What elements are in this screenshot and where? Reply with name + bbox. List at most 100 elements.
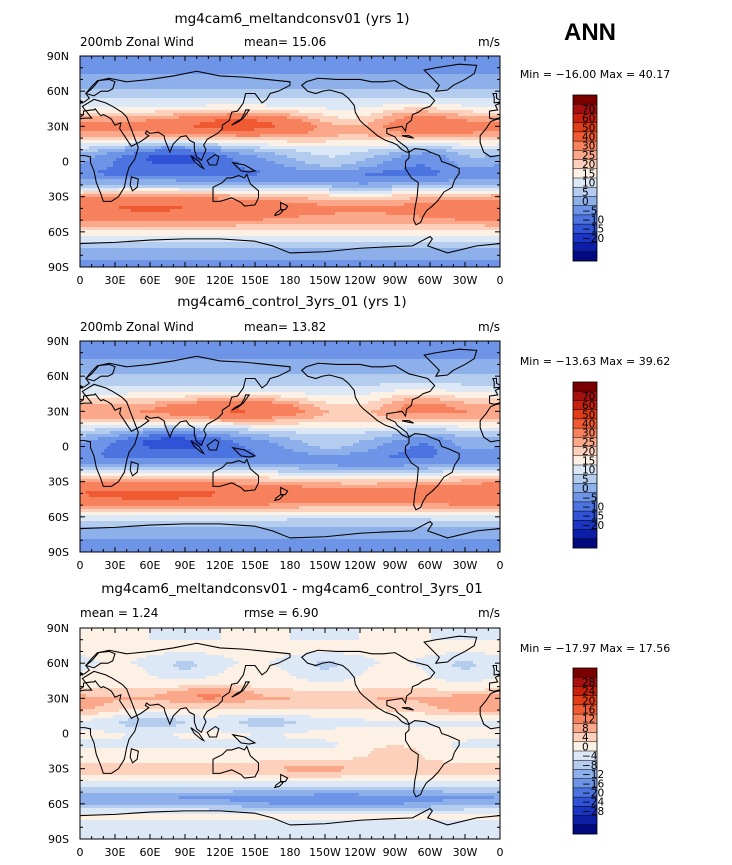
field-cell — [176, 92, 180, 96]
field-cell — [284, 104, 288, 108]
field-cell — [482, 140, 486, 144]
field-cell — [329, 65, 333, 69]
field-cell — [245, 62, 249, 66]
field-cell — [488, 119, 492, 123]
field-cell — [173, 161, 177, 165]
field-cell — [407, 131, 411, 135]
field-cell — [158, 77, 162, 81]
field-cell — [128, 113, 132, 117]
field-cell — [419, 62, 423, 66]
field-cell — [419, 143, 423, 147]
field-cell — [326, 80, 330, 84]
field-cell — [269, 110, 273, 114]
field-cell — [440, 62, 444, 66]
field-cell — [119, 86, 123, 90]
field-cell — [83, 155, 87, 159]
field-cell — [164, 89, 168, 93]
field-cell — [353, 137, 357, 141]
field-cell — [473, 143, 477, 147]
field-cell — [119, 134, 123, 138]
field-cell — [464, 122, 468, 126]
panel-3-units: m/s — [478, 606, 500, 620]
field-cell — [284, 71, 288, 75]
field-cell — [413, 140, 417, 144]
field-cell — [380, 89, 384, 93]
field-cell — [89, 56, 93, 60]
field-cell — [377, 104, 381, 108]
field-cell — [140, 155, 144, 159]
field-cell — [308, 110, 312, 114]
field-cell — [491, 113, 495, 117]
field-cell — [191, 86, 195, 90]
field-cell — [497, 149, 500, 153]
field-cell — [416, 83, 420, 87]
field-cell — [143, 59, 147, 63]
field-cell — [374, 62, 378, 66]
field-cell — [293, 149, 297, 153]
field-cell — [419, 68, 423, 72]
field-cell — [209, 101, 213, 105]
field-cell — [224, 71, 228, 75]
field-cell — [176, 86, 180, 90]
field-cell — [491, 158, 495, 162]
field-cell — [200, 128, 204, 132]
field-cell — [365, 128, 369, 132]
field-cell — [434, 92, 438, 96]
field-cell — [386, 83, 390, 87]
field-cell — [443, 155, 447, 159]
field-cell — [212, 155, 216, 159]
field-cell — [473, 107, 477, 111]
field-cell — [434, 137, 438, 141]
field-cell — [248, 68, 252, 72]
field-cell — [128, 98, 132, 102]
field-cell — [473, 83, 477, 87]
field-cell — [335, 158, 339, 162]
field-cell — [128, 137, 132, 141]
field-cell — [227, 65, 231, 69]
field-cell — [359, 116, 363, 120]
field-cell — [374, 107, 378, 111]
field-cell — [239, 110, 243, 114]
field-cell — [302, 110, 306, 114]
field-cell — [155, 155, 159, 159]
field-cell — [359, 95, 363, 99]
field-cell — [137, 119, 141, 123]
field-cell — [392, 149, 396, 153]
field-cell — [197, 74, 201, 78]
field-cell — [485, 68, 489, 72]
field-cell — [320, 89, 324, 93]
field-cell — [302, 71, 306, 75]
field-cell — [413, 152, 417, 156]
field-cell — [458, 149, 462, 153]
field-cell — [191, 65, 195, 69]
field-cell — [275, 131, 279, 135]
field-cell — [257, 71, 261, 75]
field-cell — [89, 113, 93, 117]
field-cell — [290, 86, 294, 90]
field-cell — [317, 83, 321, 87]
field-cell — [368, 116, 372, 120]
field-cell — [311, 80, 315, 84]
field-cell — [320, 113, 324, 117]
field-cell — [449, 74, 453, 78]
field-cell — [443, 125, 447, 129]
field-cell — [491, 68, 495, 72]
field-cell — [434, 59, 438, 63]
field-cell — [377, 68, 381, 72]
field-cell — [476, 98, 480, 102]
field-cell — [428, 98, 432, 102]
field-cell — [152, 65, 156, 69]
field-cell — [320, 83, 324, 87]
field-cell — [80, 62, 84, 66]
field-cell — [110, 89, 114, 93]
field-cell — [221, 113, 225, 117]
field-cell — [401, 137, 405, 141]
field-cell — [407, 122, 411, 126]
field-cell — [437, 59, 441, 63]
field-cell — [248, 149, 252, 153]
field-cell — [101, 158, 105, 162]
field-cell — [494, 65, 498, 69]
field-cell — [281, 155, 285, 159]
field-cell — [305, 62, 309, 66]
field-cell — [149, 140, 153, 144]
